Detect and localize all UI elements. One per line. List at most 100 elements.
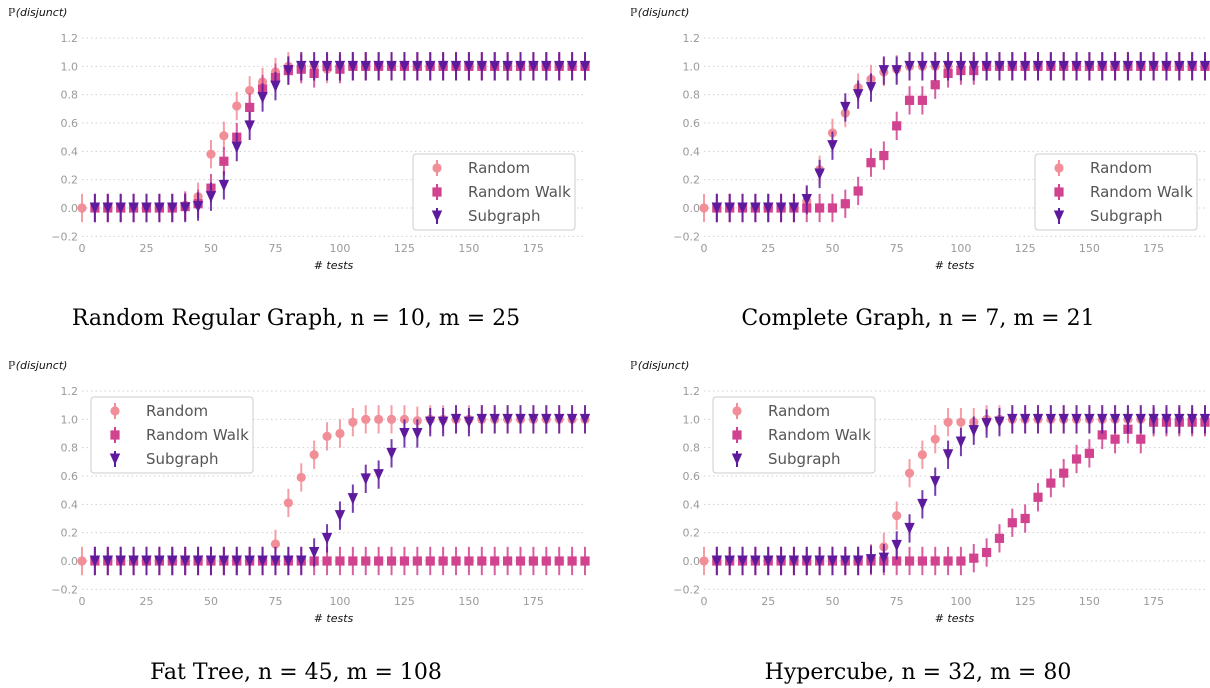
data-point bbox=[528, 413, 539, 426]
data-point bbox=[699, 556, 709, 566]
data-point bbox=[943, 417, 953, 427]
data-point bbox=[579, 60, 591, 73]
x-tick-label: 50 bbox=[825, 242, 839, 255]
legend-label-random-walk: Random Walk bbox=[1090, 183, 1193, 201]
y-tick-label: −0.2 bbox=[51, 583, 78, 596]
x-tick-label: 25 bbox=[139, 242, 153, 255]
data-point bbox=[737, 202, 748, 214]
y-tick-label: 1.2 bbox=[61, 385, 79, 398]
data-point bbox=[1007, 60, 1018, 73]
y-tick-label: 0.6 bbox=[61, 117, 79, 130]
y-tick-label: 0.0 bbox=[683, 202, 701, 215]
y-tick-label: 0.2 bbox=[683, 174, 701, 187]
y-tick-label: 1.2 bbox=[683, 32, 701, 45]
data-point bbox=[399, 428, 410, 440]
data-point bbox=[502, 413, 513, 426]
data-point bbox=[930, 476, 941, 488]
data-point bbox=[930, 556, 940, 566]
data-point bbox=[1186, 413, 1198, 426]
x-tick-label: 75 bbox=[890, 242, 904, 255]
data-point bbox=[257, 92, 268, 104]
data-point bbox=[1045, 60, 1057, 73]
data-point bbox=[541, 60, 552, 73]
data-point bbox=[515, 556, 526, 566]
y-tick-label: 0.4 bbox=[61, 498, 79, 511]
data-point bbox=[321, 60, 333, 73]
data-point bbox=[102, 555, 113, 567]
data-point bbox=[205, 555, 217, 567]
chart-fat-tree: −0.2 0.0 0.2 0.4 0.6 0.8 1.0 1.2 0 25 50 75 100 125 15… bbox=[8, 359, 591, 625]
data-point bbox=[205, 191, 217, 203]
data-point bbox=[245, 85, 255, 96]
data-point bbox=[361, 556, 371, 566]
data-point bbox=[115, 202, 126, 214]
x-tick-label: 175 bbox=[523, 595, 544, 608]
data-point bbox=[425, 556, 435, 566]
x-tick-label: 125 bbox=[1015, 595, 1036, 608]
data-point bbox=[1007, 518, 1017, 528]
data-point bbox=[1110, 434, 1120, 444]
legend-box bbox=[90, 396, 254, 474]
data-point bbox=[878, 552, 890, 565]
series-subgraph bbox=[89, 52, 591, 223]
series-subgraph bbox=[89, 405, 591, 576]
series-random-walk bbox=[712, 408, 1210, 576]
data-point bbox=[917, 450, 927, 460]
y-tick-label: 1.0 bbox=[61, 60, 79, 73]
legend-marker-subgraph bbox=[731, 453, 743, 465]
x-tick-label: 75 bbox=[890, 595, 904, 608]
data-point bbox=[566, 413, 578, 426]
x-tick-label: 25 bbox=[139, 595, 153, 608]
data-point bbox=[437, 60, 449, 73]
legend-marker-random-walk bbox=[110, 430, 120, 440]
data-point bbox=[917, 95, 927, 105]
legend-marker-random bbox=[1054, 163, 1064, 173]
data-point bbox=[476, 413, 488, 426]
data-point bbox=[853, 186, 863, 196]
legend-marker-random bbox=[432, 163, 442, 173]
data-point bbox=[865, 82, 877, 94]
legend: Random Random Walk Subgraph bbox=[412, 153, 576, 231]
legend-marker-subgraph bbox=[1053, 210, 1065, 222]
y-tick-label: 0.0 bbox=[61, 202, 79, 215]
y-tick-label: 0.2 bbox=[683, 527, 701, 540]
data-point bbox=[1020, 513, 1030, 524]
y-axis-label: ℙ(disjunct) bbox=[630, 359, 689, 372]
data-point bbox=[865, 554, 877, 566]
data-point bbox=[437, 416, 449, 429]
legend-label-random: Random bbox=[768, 402, 830, 420]
legend-marker-random-walk bbox=[432, 187, 442, 197]
data-point bbox=[463, 60, 475, 73]
y-tick-label: 1.0 bbox=[683, 60, 701, 73]
data-point bbox=[270, 80, 281, 93]
data-point bbox=[374, 556, 384, 566]
data-point bbox=[270, 539, 281, 549]
data-point bbox=[827, 555, 838, 567]
data-point bbox=[737, 555, 748, 567]
x-tick-label: 100 bbox=[329, 242, 350, 255]
data-point bbox=[827, 203, 838, 213]
data-point bbox=[955, 436, 967, 448]
data-point bbox=[321, 532, 333, 545]
data-point bbox=[476, 60, 488, 73]
x-tick-label: 100 bbox=[329, 595, 350, 608]
data-point bbox=[1097, 413, 1108, 426]
legend: Random Random Walk Subgraph bbox=[1034, 153, 1198, 231]
legend-label-random: Random bbox=[146, 402, 208, 420]
data-point bbox=[1097, 60, 1108, 73]
legend-marker-subgraph bbox=[431, 210, 443, 222]
data-point bbox=[1135, 413, 1146, 426]
data-point bbox=[1186, 60, 1198, 73]
y-tick-label: 0.2 bbox=[61, 527, 79, 540]
data-point bbox=[904, 60, 915, 73]
x-tick-label: 50 bbox=[204, 595, 218, 608]
y-tick-label: 0.6 bbox=[683, 470, 701, 483]
data-point bbox=[296, 555, 307, 567]
x-tick-label: 25 bbox=[761, 595, 775, 608]
data-point bbox=[1084, 448, 1094, 458]
data-point bbox=[102, 202, 113, 214]
data-point bbox=[1174, 60, 1185, 73]
data-point bbox=[580, 556, 590, 566]
y-tick-label: 1.2 bbox=[61, 32, 79, 45]
